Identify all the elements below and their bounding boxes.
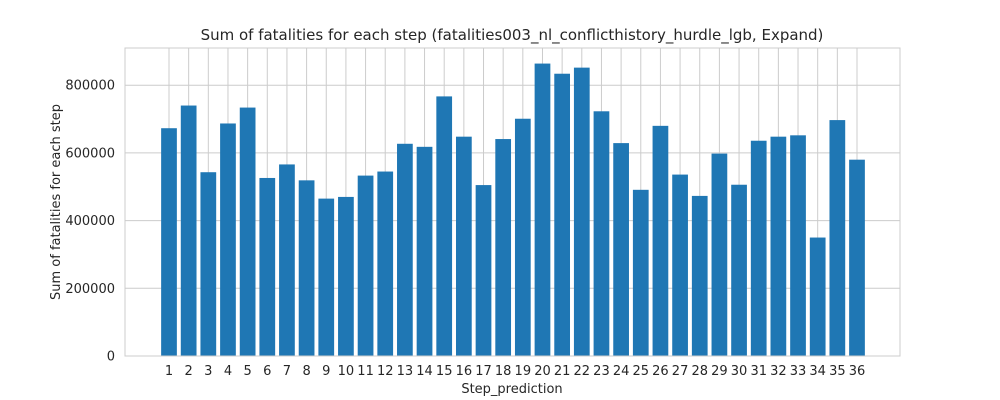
bar-step-27 xyxy=(672,174,688,356)
x-tick-label: 33 xyxy=(790,364,807,379)
x-tick-label: 31 xyxy=(750,364,767,379)
bar-step-6 xyxy=(259,177,276,356)
x-tick-label: 3 xyxy=(204,364,212,379)
x-tick-label: 10 xyxy=(338,364,355,379)
x-tick-label: 20 xyxy=(534,364,551,379)
bar-step-15 xyxy=(436,96,453,357)
bar-step-4 xyxy=(220,123,236,356)
bar-step-16 xyxy=(455,136,472,356)
x-tick-label: 22 xyxy=(574,364,591,379)
bar-step-34 xyxy=(809,237,826,356)
bar-step-30 xyxy=(731,184,747,356)
bar-step-28 xyxy=(691,195,708,356)
x-tick-label: 11 xyxy=(357,364,374,379)
bar-step-29 xyxy=(711,153,728,356)
x-tick-labels: 1 2 3 4 5 6 7 8 9 10 11 12 13 14 15 16 17 18 19 20 21 22 23 24 2… xyxy=(165,364,865,379)
x-tick-label: 25 xyxy=(632,364,649,379)
x-tick-label: 29 xyxy=(711,364,728,379)
plot-frame xyxy=(124,47,901,357)
bar-step-5 xyxy=(239,107,256,356)
bar-step-9 xyxy=(318,198,335,356)
bar-step-20 xyxy=(534,63,551,357)
x-tick-label: 2 xyxy=(185,364,193,379)
y-tick-labels: 0 200000 400000 600000 800000 xyxy=(65,79,115,365)
bar-step-18 xyxy=(495,139,512,356)
x-tick-label: 14 xyxy=(416,364,433,379)
x-tick-label: 5 xyxy=(243,364,251,379)
x-axis-label: Step_prediction xyxy=(461,382,562,397)
x-tick-label: 19 xyxy=(515,364,532,379)
y-tick-label: 0 xyxy=(107,350,115,365)
y-tick-label: 400000 xyxy=(65,214,115,229)
x-tick-label: 30 xyxy=(731,364,748,379)
bar-step-33 xyxy=(790,135,806,356)
y-tick-label: 200000 xyxy=(65,282,115,297)
bar-step-25 xyxy=(632,189,649,356)
x-tick-label: 15 xyxy=(436,364,453,379)
bar-step-3 xyxy=(200,172,217,356)
x-tick-label: 32 xyxy=(770,364,787,379)
bar-step-24 xyxy=(613,143,629,356)
bar-step-21 xyxy=(554,73,571,356)
x-tick-label: 7 xyxy=(283,364,291,379)
x-tick-label: 28 xyxy=(691,364,708,379)
bar-step-36 xyxy=(849,159,865,356)
bar-step-14 xyxy=(416,146,433,356)
bar-step-17 xyxy=(475,185,492,356)
x-tick-label: 26 xyxy=(652,364,669,379)
x-tick-label: 12 xyxy=(377,364,394,379)
x-tick-label: 8 xyxy=(302,364,310,379)
bar-step-35 xyxy=(829,120,846,356)
bar-step-11 xyxy=(357,175,374,356)
x-tick-label: 17 xyxy=(475,364,492,379)
x-tick-label: 36 xyxy=(849,364,866,379)
y-tick-label: 600000 xyxy=(65,146,115,161)
bars xyxy=(161,63,865,357)
x-tick-label: 4 xyxy=(224,364,232,379)
x-tick-label: 23 xyxy=(593,364,610,379)
bar-step-32 xyxy=(770,136,787,356)
bar-step-1 xyxy=(161,128,177,356)
y-tick-label: 800000 xyxy=(65,79,115,94)
x-tick-label: 9 xyxy=(322,364,330,379)
x-tick-label: 24 xyxy=(613,364,630,379)
x-tick-label: 34 xyxy=(809,364,826,379)
y-axis-label: Sum of fatalities for each step xyxy=(49,104,64,300)
bar-step-19 xyxy=(514,118,531,356)
x-tick-label: 13 xyxy=(397,364,414,379)
bar-step-22 xyxy=(573,67,590,356)
chart-title: Sum of fatalities for each step (fatalit… xyxy=(201,26,824,45)
bar-step-12 xyxy=(377,171,394,356)
bar-step-7 xyxy=(279,164,295,356)
x-tick-label: 6 xyxy=(263,364,271,379)
x-tick-label: 16 xyxy=(456,364,473,379)
x-tick-label: 18 xyxy=(495,364,512,379)
x-tick-label: 27 xyxy=(672,364,689,379)
bar-step-13 xyxy=(397,143,413,356)
bar-step-23 xyxy=(593,111,610,357)
bar-step-10 xyxy=(338,196,354,356)
bar-step-2 xyxy=(180,105,197,357)
bar-step-8 xyxy=(298,180,315,356)
bar-step-31 xyxy=(750,140,767,356)
x-tick-label: 21 xyxy=(554,364,571,379)
x-tick-label: 35 xyxy=(829,364,846,379)
bar-step-26 xyxy=(652,125,669,356)
x-tick-label: 1 xyxy=(165,364,173,379)
